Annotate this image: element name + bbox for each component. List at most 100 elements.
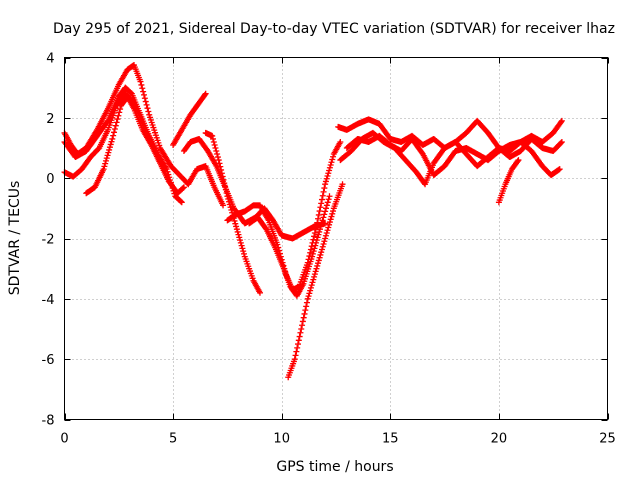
y-axis-label: SDTVAR / TECUs (7, 181, 23, 296)
data-point (214, 151, 221, 158)
series-track-11 (335, 116, 565, 155)
data-point (305, 293, 312, 300)
data-point (116, 109, 123, 116)
y-tick-label: 4 (46, 52, 54, 67)
data-point (558, 117, 565, 124)
data-point (320, 188, 327, 195)
data-point (309, 279, 316, 286)
chart-title: Day 295 of 2021, Sidereal Day-to-day VTE… (53, 21, 615, 37)
data-point (238, 242, 245, 249)
data-point (317, 223, 324, 230)
data-point (304, 295, 311, 302)
data-point (326, 221, 333, 228)
data-point (227, 204, 234, 211)
series-track-7 (202, 129, 263, 296)
data-point (321, 185, 328, 192)
data-point (212, 145, 219, 151)
data-point (100, 166, 107, 173)
data-point (307, 287, 314, 294)
data-point (321, 211, 328, 218)
series-track-1 (61, 62, 227, 209)
x-axis-label: GPS time / hours (276, 459, 393, 475)
data-point (329, 210, 336, 217)
data-point (558, 139, 565, 146)
data-point (330, 153, 337, 160)
series-track-4 (83, 93, 155, 197)
data-point (321, 238, 328, 245)
data-point (177, 198, 184, 205)
data-point (318, 249, 325, 256)
data-point (293, 348, 300, 355)
data-point (314, 234, 321, 241)
data-point (209, 132, 216, 139)
data-point (319, 192, 326, 199)
data-point (237, 237, 244, 244)
data-point (322, 178, 329, 185)
data-point (311, 245, 318, 252)
data-point (296, 333, 303, 340)
data-point (117, 106, 124, 113)
data-point (297, 329, 304, 336)
data-point (228, 206, 235, 213)
data-point (320, 214, 327, 221)
data-point (105, 149, 112, 156)
data-point (218, 170, 225, 177)
data-point (107, 141, 114, 148)
data-point (315, 211, 322, 218)
x-tick-label: 0 (60, 432, 68, 447)
data-point (327, 216, 334, 223)
data-points (61, 62, 565, 381)
data-point (315, 257, 322, 264)
data-point (140, 88, 147, 95)
data-point (515, 157, 522, 164)
data-point (325, 196, 332, 203)
data-point (307, 249, 314, 256)
data-point (322, 208, 329, 215)
data-point (222, 183, 229, 190)
data-point (103, 155, 110, 162)
data-point (215, 157, 222, 164)
data-point (310, 276, 317, 283)
data-point (322, 181, 329, 188)
data-point (330, 208, 337, 215)
data-point (319, 217, 326, 224)
data-point (329, 156, 336, 163)
data-point (337, 138, 344, 145)
data-point (309, 250, 316, 257)
data-point (221, 180, 228, 187)
data-point (106, 144, 113, 151)
data-point (308, 282, 315, 289)
data-point (210, 135, 217, 142)
data-point (211, 141, 218, 148)
data-point (102, 157, 109, 164)
data-point (234, 228, 241, 235)
data-point (224, 193, 231, 200)
y-tick-label: -8 (42, 414, 55, 429)
data-point (231, 217, 238, 224)
data-point (328, 213, 335, 220)
data-point (202, 90, 209, 97)
data-point (311, 273, 318, 280)
data-point (104, 152, 111, 159)
data-point (225, 196, 232, 203)
data-point (316, 228, 323, 235)
data-point (326, 219, 333, 226)
data-point (326, 167, 333, 174)
data-point (148, 141, 155, 148)
series-track-13 (343, 132, 563, 179)
tick-labels: 0 5 10 15 20 25 -8 -6 -4 -2 0 2 4 (42, 52, 616, 447)
data-point (222, 186, 229, 193)
data-point (237, 239, 244, 246)
data-point (114, 116, 121, 123)
data-point (315, 215, 322, 222)
data-point (323, 205, 330, 212)
data-point (180, 184, 187, 191)
data-point (226, 201, 233, 208)
data-point (325, 224, 332, 231)
data-point (303, 303, 310, 310)
data-point (109, 135, 116, 142)
data-point (318, 246, 325, 253)
data-point (318, 220, 325, 227)
y-tick-label: -2 (42, 233, 55, 248)
